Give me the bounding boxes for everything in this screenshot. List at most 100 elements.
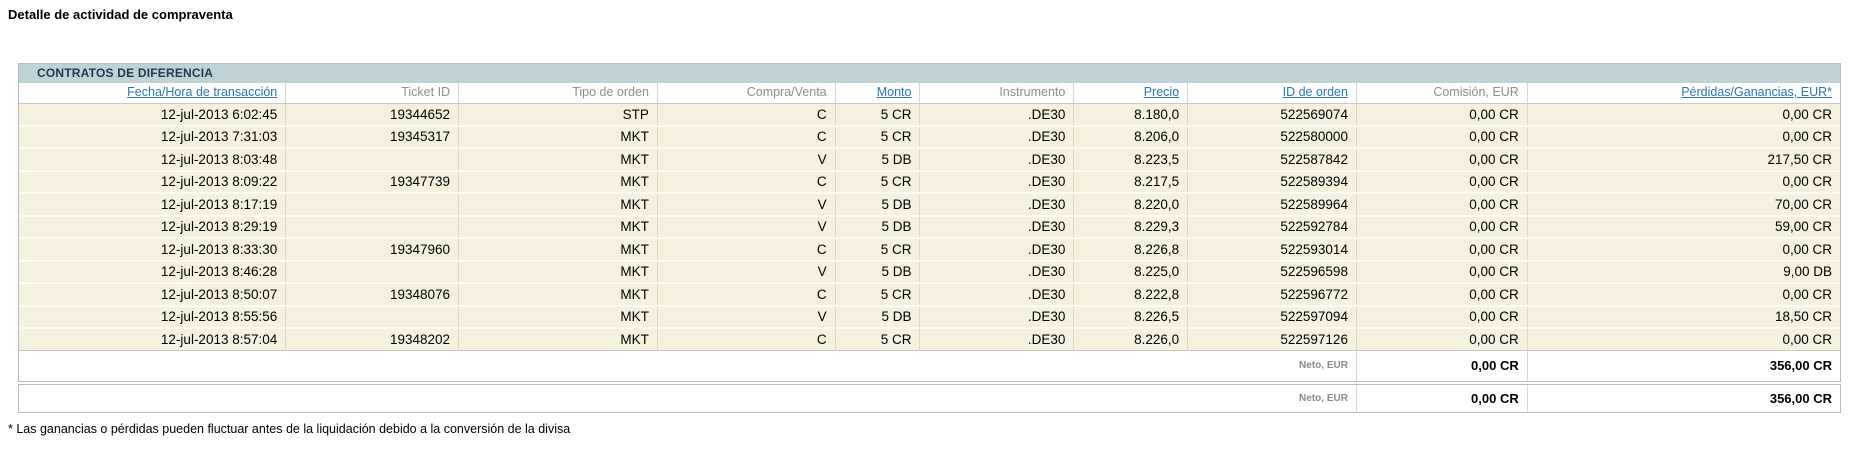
column-sort-link-id-orden[interactable]: ID de orden bbox=[1282, 84, 1348, 99]
cell-ticket-id bbox=[285, 260, 459, 284]
cell-tipo-orden: MKT bbox=[458, 238, 658, 262]
cfd-report: CONTRATOS DE DIFERENCIA Fecha/Hora de tr… bbox=[18, 63, 1841, 382]
total-net-label: Neto, EUR bbox=[19, 384, 1357, 412]
currency-footnote: * Las ganancias o pérdidas pueden fluctu… bbox=[8, 421, 571, 436]
cell-precio: 8.229,3 bbox=[1073, 215, 1188, 239]
cell-monto: 5 CR bbox=[834, 283, 920, 307]
cell-compra-venta: C bbox=[656, 238, 836, 262]
column-sort-link-precio[interactable]: Precio bbox=[1143, 84, 1180, 99]
cell-fecha: 12-jul-2013 6:02:45 bbox=[19, 103, 286, 127]
cell-tipo-orden: MKT bbox=[458, 305, 658, 329]
cell-precio: 8.222,8 bbox=[1073, 283, 1188, 307]
cell-monto: 5 CR bbox=[834, 125, 920, 149]
cell-precio: 8.226,8 bbox=[1073, 238, 1188, 262]
cell-compra-venta: C bbox=[656, 125, 836, 149]
cell-compra-venta: C bbox=[656, 328, 836, 351]
cell-id-orden: 522592784 bbox=[1187, 215, 1357, 239]
column-sort-link-fecha[interactable]: Fecha/Hora de transacción bbox=[127, 84, 278, 99]
cell-ticket-id bbox=[285, 305, 459, 329]
cell-compra-venta: V bbox=[656, 260, 836, 284]
cell-comision: 0,00 CR bbox=[1355, 305, 1528, 329]
page-title: Detalle de actividad de compraventa bbox=[8, 7, 233, 22]
cell-precio: 8.223,5 bbox=[1073, 148, 1188, 172]
cell-fecha: 12-jul-2013 8:29:19 bbox=[19, 215, 286, 239]
table-row: 12-jul-2013 8:50:07 19348076 MKT C 5 CR .DE30… bbox=[19, 283, 1840, 307]
cell-instrumento: .DE30 bbox=[919, 125, 1074, 149]
net-row-total: Neto, EUR 0,00 CR 356,00 CR bbox=[19, 384, 1840, 412]
net-label: Neto, EUR bbox=[19, 350, 1357, 381]
table-row: 12-jul-2013 8:55:56 MKT V 5 DB .DE30 8.226,5 5… bbox=[19, 305, 1840, 329]
cell-comision: 0,00 CR bbox=[1355, 125, 1528, 149]
cell-tipo-orden: MKT bbox=[458, 283, 658, 307]
cell-perdidas-ganancias: 0,00 CR bbox=[1526, 238, 1840, 262]
cell-instrumento: .DE30 bbox=[919, 238, 1074, 262]
cell-instrumento: .DE30 bbox=[919, 193, 1074, 217]
net-commission-value: 0,00 CR bbox=[1355, 350, 1528, 381]
cell-compra-venta: C bbox=[656, 103, 836, 127]
cell-compra-venta: V bbox=[656, 305, 836, 329]
cell-perdidas-ganancias: 0,00 CR bbox=[1526, 328, 1840, 351]
cell-fecha: 12-jul-2013 8:09:22 bbox=[19, 170, 286, 194]
cell-perdidas-ganancias: 0,00 CR bbox=[1526, 170, 1840, 194]
cell-id-orden: 522597126 bbox=[1187, 328, 1357, 351]
cell-perdidas-ganancias: 217,50 CR bbox=[1526, 148, 1840, 172]
cell-ticket-id bbox=[285, 148, 459, 172]
cell-precio: 8.217,5 bbox=[1073, 170, 1188, 194]
cell-tipo-orden: MKT bbox=[458, 193, 658, 217]
cell-comision: 0,00 CR bbox=[1355, 193, 1528, 217]
cell-monto: 5 DB bbox=[834, 193, 920, 217]
column-sort-link-monto[interactable]: Monto bbox=[876, 84, 912, 99]
cell-tipo-orden: MKT bbox=[458, 170, 658, 194]
cell-monto: 5 CR bbox=[834, 328, 920, 351]
column-header-perdidas-ganancias: Pérdidas/Ganancias, EUR* bbox=[1526, 83, 1840, 104]
cell-tipo-orden: MKT bbox=[458, 328, 658, 351]
cell-compra-venta: C bbox=[656, 170, 836, 194]
column-header-instrumento: Instrumento bbox=[919, 83, 1074, 104]
cell-fecha: 12-jul-2013 8:46:28 bbox=[19, 260, 286, 284]
cell-id-orden: 522597094 bbox=[1187, 305, 1357, 329]
cell-id-orden: 522587842 bbox=[1187, 148, 1357, 172]
grand-total-section: Neto, EUR 0,00 CR 356,00 CR bbox=[18, 383, 1841, 413]
cell-perdidas-ganancias: 70,00 CR bbox=[1526, 193, 1840, 217]
cell-comision: 0,00 CR bbox=[1355, 103, 1528, 127]
cell-id-orden: 522593014 bbox=[1187, 238, 1357, 262]
section-header: CONTRATOS DE DIFERENCIA bbox=[19, 64, 1840, 83]
cell-precio: 8.220,0 bbox=[1073, 193, 1188, 217]
table-row: 12-jul-2013 8:09:22 19347739 MKT C 5 CR .DE30… bbox=[19, 170, 1840, 194]
cell-monto: 5 CR bbox=[834, 103, 920, 127]
cell-ticket-id: 19348076 bbox=[285, 283, 459, 307]
cell-comision: 0,00 CR bbox=[1355, 238, 1528, 262]
net-pl-value: 356,00 CR bbox=[1526, 350, 1840, 381]
cell-fecha: 12-jul-2013 8:33:30 bbox=[19, 238, 286, 262]
net-row-cfd: Neto, EUR 0,00 CR 356,00 CR bbox=[19, 350, 1840, 381]
total-pl-value: 356,00 CR bbox=[1526, 384, 1840, 412]
cell-compra-venta: V bbox=[656, 193, 836, 217]
cell-instrumento: .DE30 bbox=[919, 103, 1074, 127]
cell-comision: 0,00 CR bbox=[1355, 283, 1528, 307]
cell-instrumento: .DE30 bbox=[919, 170, 1074, 194]
cell-comision: 0,00 CR bbox=[1355, 215, 1528, 239]
cell-precio: 8.225,0 bbox=[1073, 260, 1188, 284]
cell-perdidas-ganancias: 0,00 CR bbox=[1526, 283, 1840, 307]
cell-perdidas-ganancias: 0,00 CR bbox=[1526, 103, 1840, 127]
cfd-table: Fecha/Hora de transacción Ticket ID Tipo d… bbox=[19, 83, 1840, 381]
column-header-fecha: Fecha/Hora de transacción bbox=[19, 83, 286, 104]
column-sort-link-perdidas-ganancias[interactable]: Pérdidas/Ganancias, EUR* bbox=[1681, 84, 1832, 99]
column-header-tipo-orden: Tipo de orden bbox=[458, 83, 658, 104]
table-row: 12-jul-2013 8:33:30 19347960 MKT C 5 CR .DE30… bbox=[19, 238, 1840, 262]
column-header-comision: Comisión, EUR bbox=[1355, 83, 1528, 104]
column-header-compra-venta: Compra/Venta bbox=[656, 83, 836, 104]
cell-instrumento: .DE30 bbox=[919, 148, 1074, 172]
cell-ticket-id: 19348202 bbox=[285, 328, 459, 351]
cell-comision: 0,00 CR bbox=[1355, 328, 1528, 351]
cell-fecha: 12-jul-2013 8:17:19 bbox=[19, 193, 286, 217]
cell-ticket-id: 19344652 bbox=[285, 103, 459, 127]
cell-tipo-orden: STP bbox=[458, 103, 658, 127]
table-row: 12-jul-2013 7:31:03 19345317 MKT C 5 CR .DE30… bbox=[19, 125, 1840, 149]
cell-instrumento: .DE30 bbox=[919, 260, 1074, 284]
cell-ticket-id: 19347739 bbox=[285, 170, 459, 194]
cell-tipo-orden: MKT bbox=[458, 215, 658, 239]
cell-instrumento: .DE30 bbox=[919, 283, 1074, 307]
cell-perdidas-ganancias: 9,00 DB bbox=[1526, 260, 1840, 284]
cell-id-orden: 522569074 bbox=[1187, 103, 1357, 127]
